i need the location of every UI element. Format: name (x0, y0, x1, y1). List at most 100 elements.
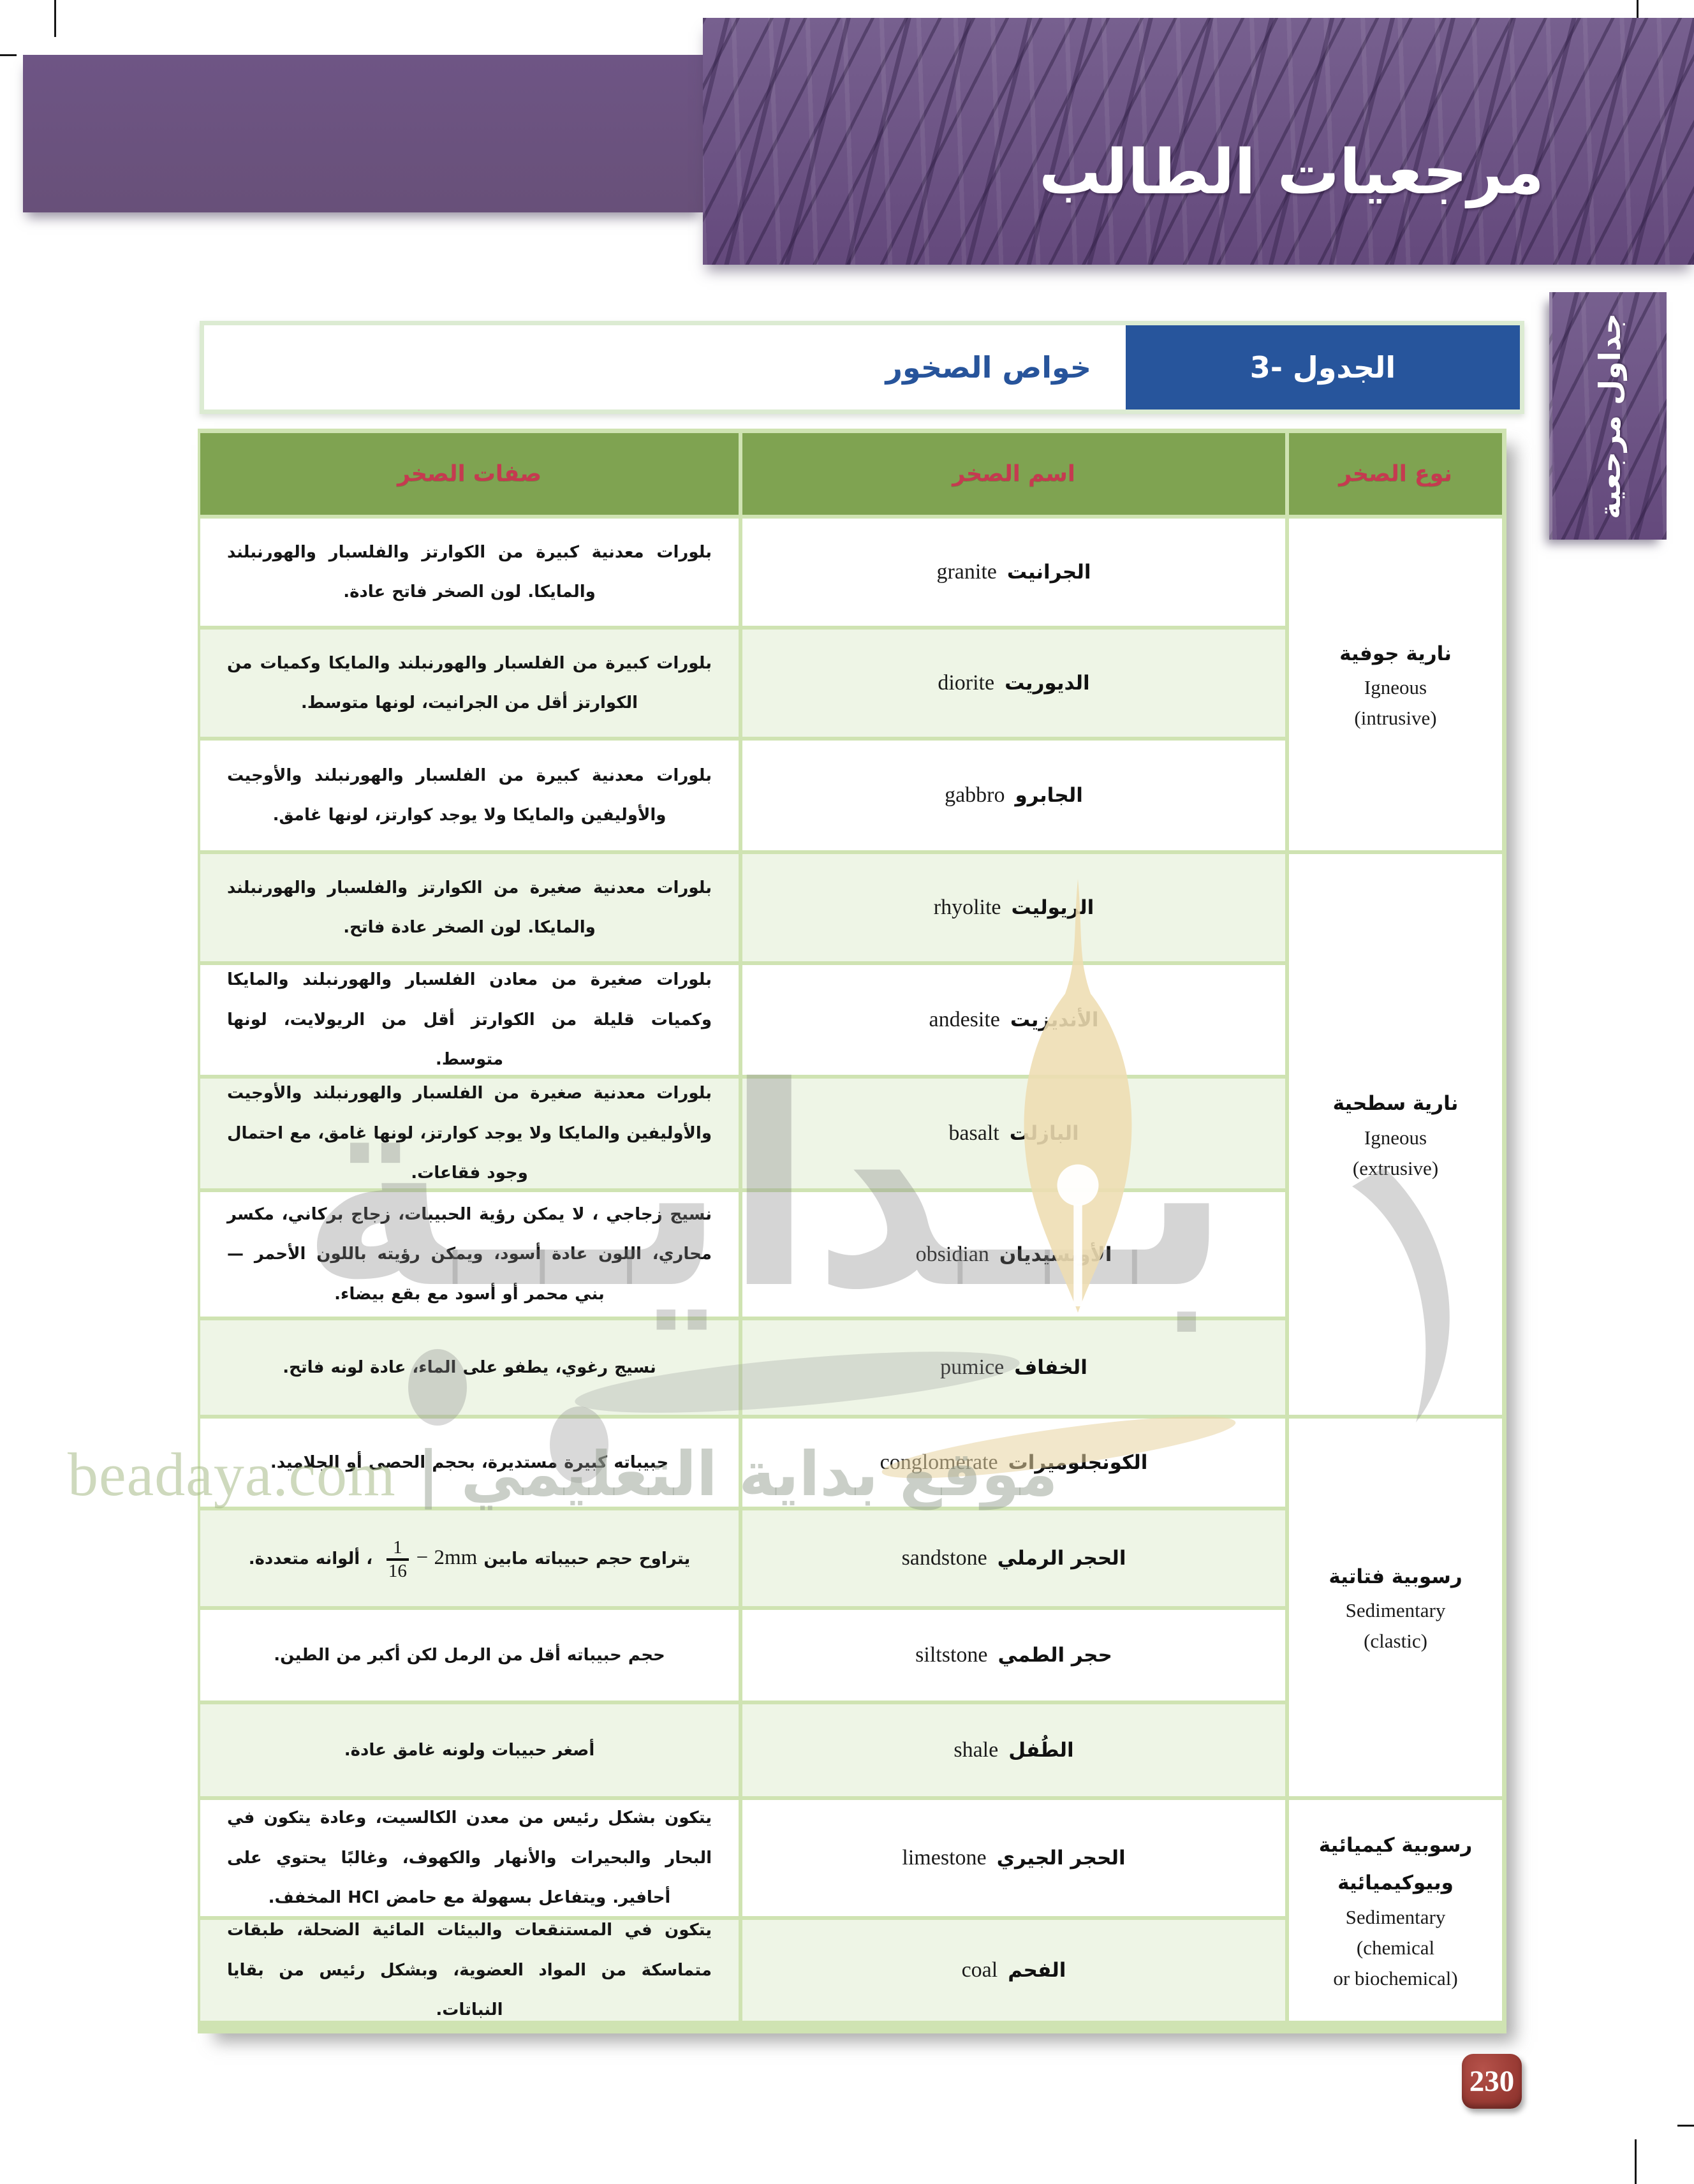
rock-description-cell: يتكون بشكل رئيس من معدن الكالسيت، وعادة … (200, 1800, 739, 1916)
rock-name-cell: الجرانيت granite (742, 519, 1285, 626)
rock-name-arabic: الفحم (1008, 1959, 1066, 1982)
page-number: 230 (1469, 2065, 1515, 2098)
rock-name-arabic: الطُفل (1008, 1739, 1074, 1762)
fraction-one-sixteenth: 1 16 (387, 1537, 409, 1583)
rock-name-arabic: الخفاف (1014, 1356, 1087, 1379)
rock-description-cell: نسيج رغوي، يطفو على الماء، عادة لونه فات… (200, 1320, 739, 1415)
rock-description: حجم حبيباته أقل من الرمل لكن أكبر من الط… (274, 1645, 665, 1665)
rock-description-cell: بلورات معدنية صغيرة من الكوارتز والفلسبا… (200, 854, 739, 961)
rock-name-cell: الجابرو gabbro (742, 741, 1285, 850)
rock-type-group: نارية سطحية Igneous (extrusive) (1289, 854, 1502, 1415)
rock-name-cell: البازلت basalt (742, 1079, 1285, 1188)
grain-size-range: − 2mm (416, 1546, 478, 1570)
rock-description: يتكون بشكل رئيس من معدن الكالسيت، وعادة … (227, 1808, 712, 1908)
rock-type-arabic: نارية جوفية (1339, 642, 1452, 665)
table-caption-bar: الجدول -3 خواص الصخور (200, 321, 1524, 414)
sidebar-tab-reference-tables: جداول مرجعية (1549, 292, 1667, 540)
rock-name-english: obsidian (915, 1242, 989, 1266)
crop-mark-top-left-h (0, 54, 17, 56)
rock-name-arabic: الأنديزيت (1010, 1008, 1099, 1031)
column-header-desc: صفات الصخر (200, 433, 739, 515)
rock-type-english: (or biochemical (1333, 1966, 1458, 1989)
rock-name-cell: الفحم coal (742, 1920, 1285, 2021)
rock-name-arabic: الأوبسيديان (999, 1243, 1112, 1266)
rock-name-arabic: الكونجلوميرات (1008, 1451, 1148, 1474)
rock-description: أصغر حبيبات ولونه غامق عادة. (344, 1740, 595, 1760)
rock-type-english: Igneous (1364, 676, 1427, 699)
rock-description-cell: بلورات معدنية كبيرة من الكوارتز والفلسبا… (200, 519, 739, 626)
rock-name-english: pumice (940, 1355, 1005, 1379)
rock-name-arabic: الجرانيت (1006, 561, 1091, 584)
column-header-type: نوع الصخر (1289, 433, 1502, 515)
rock-type-arabic: نارية سطحية (1332, 1092, 1459, 1115)
rock-name-arabic: الديوريت (1005, 672, 1090, 695)
rock-name-arabic: الحجر الرملي (997, 1547, 1126, 1570)
rock-name-cell: الكونجلوميرات conglomerate (742, 1419, 1285, 1507)
rock-name-arabic: حجر الطمي (998, 1644, 1112, 1667)
rock-name-cell: الريوليت rhyolite (742, 854, 1285, 961)
rock-description-cell: بلورات معدنية صغيرة من الفلسبار والهورنب… (200, 1079, 739, 1188)
rock-description-cell: بلورات معدنية كبيرة من الفلسبار والهورنب… (200, 741, 739, 850)
rock-name-cell: الديوريت diorite (742, 630, 1285, 737)
rock-description: بلورات معدنية صغيرة من الكوارتز والفلسبا… (227, 878, 712, 937)
rock-description: بلورات صغيرة من معادن الفلسبار والهورنبل… (227, 970, 712, 1070)
rock-type-group: رسوبية فتاتية Sedimentary (clastic) (1289, 1419, 1502, 1796)
rock-name-cell: الحجر الجيري limestone (742, 1800, 1285, 1916)
rock-type-arabic: رسوبية كيميائية (1318, 1834, 1473, 1857)
rock-name-english: shale (954, 1738, 999, 1762)
rock-description: يتراوح حجم حبيباته مابين − 2mm 1 16 ، ألوا… (248, 1537, 691, 1583)
crop-mark-bottom-right-h (1677, 2125, 1694, 2127)
banner-rock-texture: مرجعيات الطالب (703, 18, 1694, 265)
rock-description-cell: نسيج زجاجي ، لا يمكن رؤية الحبيبات، زجاج… (200, 1192, 739, 1317)
rock-name-arabic: البازلت (1009, 1122, 1079, 1145)
table-number-box: الجدول -3 (1126, 325, 1520, 410)
rock-description: حبيباته كبيرة مستديرة، بحجم الحصى أو الج… (270, 1452, 669, 1472)
rock-name-english: granite (936, 560, 997, 584)
rock-description: بلورات معدنية كبيرة من الكوارتز والفلسبا… (227, 542, 712, 601)
column-header-name: اسم الصخر (742, 433, 1285, 515)
rock-name-arabic: الحجر الجيري (996, 1847, 1126, 1870)
rock-name-cell: الخفاف pumice (742, 1320, 1285, 1415)
rock-name-cell: الأوبسيديان obsidian (742, 1192, 1285, 1317)
rock-properties-table: نوع الصخر اسم الصخر صفات الصخر نارية جوفية I… (198, 429, 1506, 2033)
rock-name-english: andesite (929, 1008, 1000, 1031)
rock-name-english: siltstone (915, 1643, 988, 1667)
rock-name-arabic: الجابرو (1015, 784, 1083, 807)
rock-description-cell: يتكون في المستنقعات والبيئات المائية الض… (200, 1920, 739, 2021)
sidebar-tab-label: جداول مرجعية (1592, 313, 1627, 519)
rock-name-english: basalt (948, 1121, 999, 1145)
rock-name-english: sandstone (901, 1546, 987, 1570)
crop-mark-bottom-right-v (1635, 2139, 1637, 2184)
rock-name-english: conglomerate (880, 1450, 998, 1474)
rock-name-english: rhyolite (933, 896, 1001, 919)
rock-type-arabic: وبيوكيميائية (1337, 1871, 1454, 1894)
rock-type-english: (intrusive) (1354, 707, 1437, 730)
table-title: خواص الصخور (885, 350, 1092, 385)
rock-description: بلورات معدنية صغيرة من الفلسبار والهورنب… (227, 1084, 712, 1183)
rock-name-cell: حجر الطمي siltstone (742, 1610, 1285, 1701)
rock-type-arabic: رسوبية فتاتية (1329, 1565, 1462, 1588)
rock-name-cell: الأنديزيت andesite (742, 965, 1285, 1075)
rock-type-group: نارية جوفية Igneous (intrusive) (1289, 519, 1502, 850)
rock-name-english: diorite (938, 671, 995, 695)
rock-description: يتكون في المستنقعات والبيئات المائية الض… (227, 1921, 712, 2020)
rock-description-cell: بلورات صغيرة من معادن الفلسبار والهورنبل… (200, 965, 739, 1075)
rock-description-cell: أصغر حبيبات ولونه غامق عادة. (200, 1704, 739, 1796)
rock-type-english: Sedimentary (1345, 1599, 1446, 1622)
rock-name-english: coal (961, 1958, 998, 1982)
rock-name-cell: الطُفل shale (742, 1704, 1285, 1796)
rock-type-english: Igneous (1364, 1126, 1427, 1149)
table-number-label: الجدول -3 (1249, 350, 1396, 385)
rock-description: بلورات كبيرة من الفلسبار والهورنبلند وال… (227, 653, 712, 712)
crop-mark-top-left-v (54, 0, 56, 37)
rock-type-english: Sedimentary (1345, 1905, 1446, 1928)
rock-name-arabic: الريوليت (1011, 896, 1094, 919)
rock-description-cell: يتراوح حجم حبيباته مابين − 2mm 1 16 ، ألوا… (200, 1510, 739, 1606)
page-title: مرجعيات الطالب (1038, 136, 1544, 208)
rock-name-english: limestone (902, 1846, 987, 1870)
rock-description: نسيج رغوي، يطفو على الماء، عادة لونه فات… (283, 1357, 656, 1377)
rock-description-cell: حجم حبيباته أقل من الرمل لكن أكبر من الط… (200, 1610, 739, 1701)
rock-name-english: gabbro (945, 783, 1005, 807)
rock-name-cell: الحجر الرملي sandstone (742, 1510, 1285, 1606)
rock-type-english: (extrusive) (1352, 1156, 1439, 1179)
